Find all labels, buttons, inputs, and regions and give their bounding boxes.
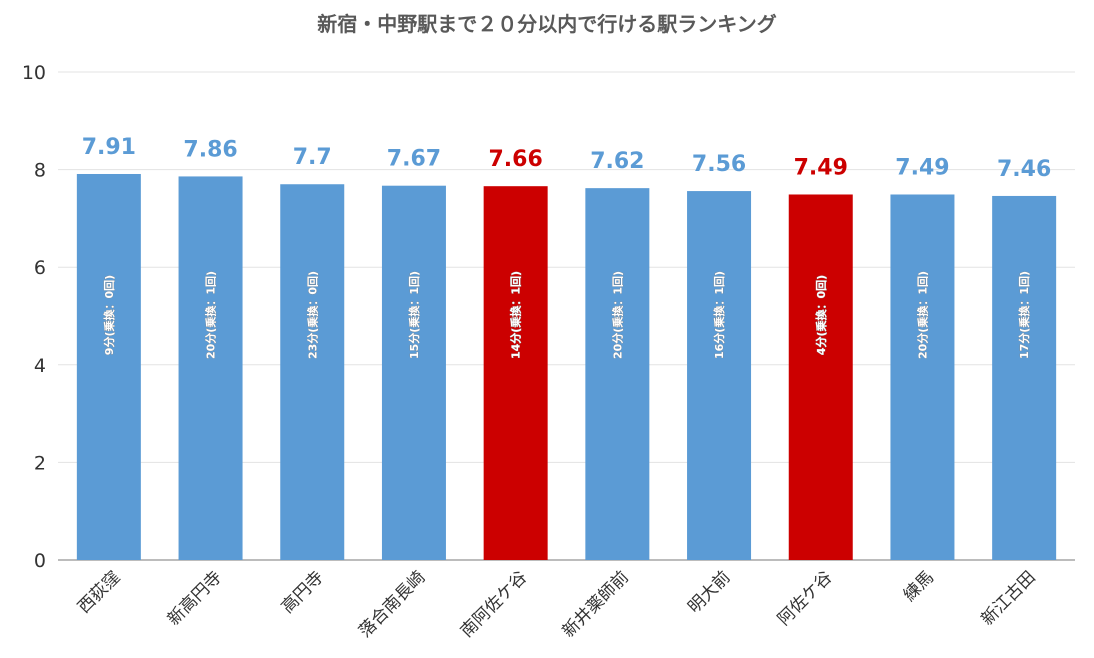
data-label: 7.49 — [895, 155, 949, 180]
x-tick-label: 明大前 — [684, 567, 734, 617]
y-tick-label: 4 — [34, 355, 46, 377]
x-tick-label: 阿佐ケ谷 — [774, 567, 836, 629]
y-tick-label: 10 — [22, 62, 46, 84]
bar — [381, 185, 446, 561]
data-label: 7.46 — [997, 157, 1051, 182]
x-tick-label: 高円寺 — [278, 567, 328, 617]
x-tick-label: 新井薬師前 — [559, 567, 633, 641]
bar — [280, 184, 345, 561]
bar-inner-label: 16分(乗換：1回) — [712, 271, 726, 359]
x-tick-label: 練馬 — [900, 567, 938, 605]
bar-inner-label: 20分(乗換：1回) — [610, 271, 624, 359]
y-tick-label: 0 — [34, 550, 46, 572]
bar — [585, 188, 650, 561]
data-label: 7.67 — [387, 147, 441, 172]
data-label: 7.49 — [794, 155, 848, 180]
bar — [788, 194, 853, 560]
bar-inner-label: 23分(乗換：0回) — [305, 271, 319, 359]
y-tick-label: 6 — [34, 257, 46, 279]
bar-inner-label: 17分(乗換：1回) — [1017, 271, 1031, 359]
x-tick-label: 落合南長崎 — [355, 567, 429, 641]
x-tick-label: 新江古田 — [977, 567, 1039, 629]
y-tick-label: 2 — [34, 452, 46, 474]
bar — [992, 195, 1057, 560]
bar-inner-label: 14分(乗換：1回) — [509, 271, 523, 359]
data-label: 7.7 — [293, 145, 332, 170]
data-label: 7.62 — [590, 149, 644, 174]
x-tick-label: 新高円寺 — [164, 567, 226, 629]
x-tick-label: 西荻窪 — [74, 567, 124, 617]
bar — [178, 176, 243, 560]
data-label: 7.66 — [489, 147, 543, 172]
data-label: 7.56 — [692, 152, 746, 177]
chart-title: 新宿・中野駅まで２０分以内で行ける駅ランキング — [317, 12, 777, 36]
bar-inner-label: 9分(乗換：0回) — [102, 275, 116, 355]
bar — [687, 191, 752, 560]
x-tick-label: 南阿佐ケ谷 — [457, 567, 531, 641]
bar — [483, 186, 548, 560]
bar — [890, 194, 955, 560]
y-tick-label: 8 — [34, 160, 46, 182]
bar-inner-label: 4分(乗換：0回) — [814, 275, 828, 355]
bar — [76, 173, 141, 560]
data-label: 7.86 — [183, 137, 237, 162]
data-label: 7.91 — [82, 135, 136, 160]
bar-inner-label: 20分(乗換：1回) — [915, 271, 929, 359]
bar-inner-label: 15分(乗換：1回) — [407, 271, 421, 359]
bar-inner-label: 20分(乗換：1回) — [204, 271, 218, 359]
